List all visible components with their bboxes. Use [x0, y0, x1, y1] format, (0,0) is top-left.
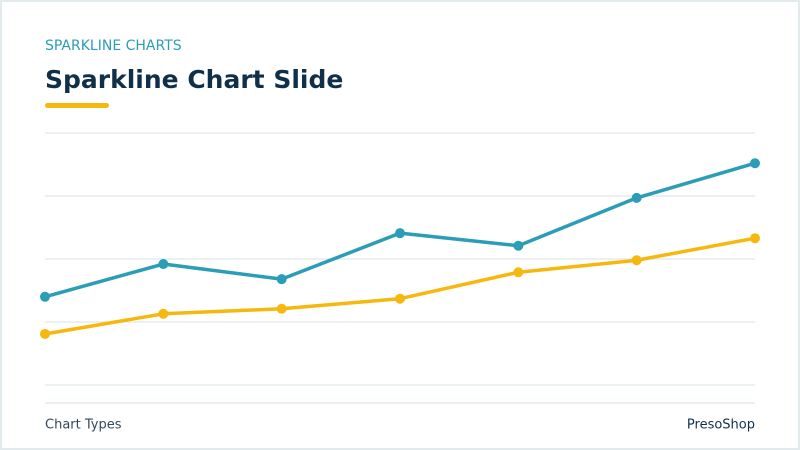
data-point: [158, 259, 169, 270]
data-point: [750, 158, 760, 169]
footer-right: PresoShop: [687, 418, 755, 433]
subtitle: SPARKLINE CHARTS: [45, 38, 182, 54]
data-point: [40, 328, 50, 339]
chart-title: Sparkline Chart Slide: [45, 65, 343, 94]
title-underline: [45, 103, 109, 108]
data-point: [395, 293, 405, 304]
footer-left: Chart Types: [45, 418, 122, 433]
data-point: [40, 291, 50, 302]
data-point: [631, 192, 642, 203]
data-point: [276, 303, 287, 314]
data-point: [395, 228, 405, 239]
data-point: [513, 267, 524, 278]
data-point: [631, 255, 642, 266]
data-point: [276, 274, 287, 285]
data-point: [513, 240, 524, 251]
data-point: [158, 308, 169, 319]
data-point: [750, 233, 760, 244]
